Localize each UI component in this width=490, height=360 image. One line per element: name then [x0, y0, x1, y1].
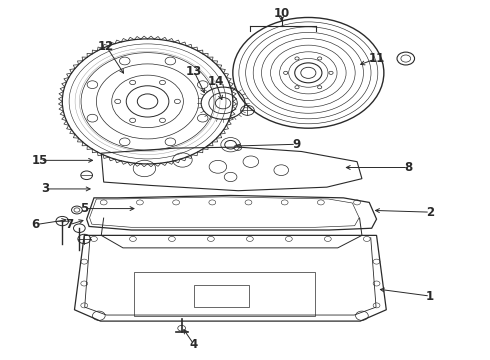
Text: 11: 11	[368, 52, 385, 65]
Text: 7: 7	[66, 218, 74, 231]
Text: 3: 3	[41, 183, 49, 195]
Text: 12: 12	[98, 40, 114, 53]
Text: 1: 1	[426, 289, 434, 303]
Text: 15: 15	[32, 154, 49, 167]
Text: 13: 13	[186, 64, 202, 77]
Text: 5: 5	[80, 202, 88, 215]
Text: 9: 9	[292, 138, 300, 151]
Text: 8: 8	[404, 161, 413, 174]
Text: 4: 4	[190, 338, 198, 351]
Bar	[134, 272, 315, 316]
Text: 6: 6	[31, 218, 40, 231]
Text: 2: 2	[426, 206, 434, 219]
Bar	[194, 285, 248, 307]
Text: 14: 14	[208, 75, 224, 88]
Text: 10: 10	[273, 8, 290, 21]
